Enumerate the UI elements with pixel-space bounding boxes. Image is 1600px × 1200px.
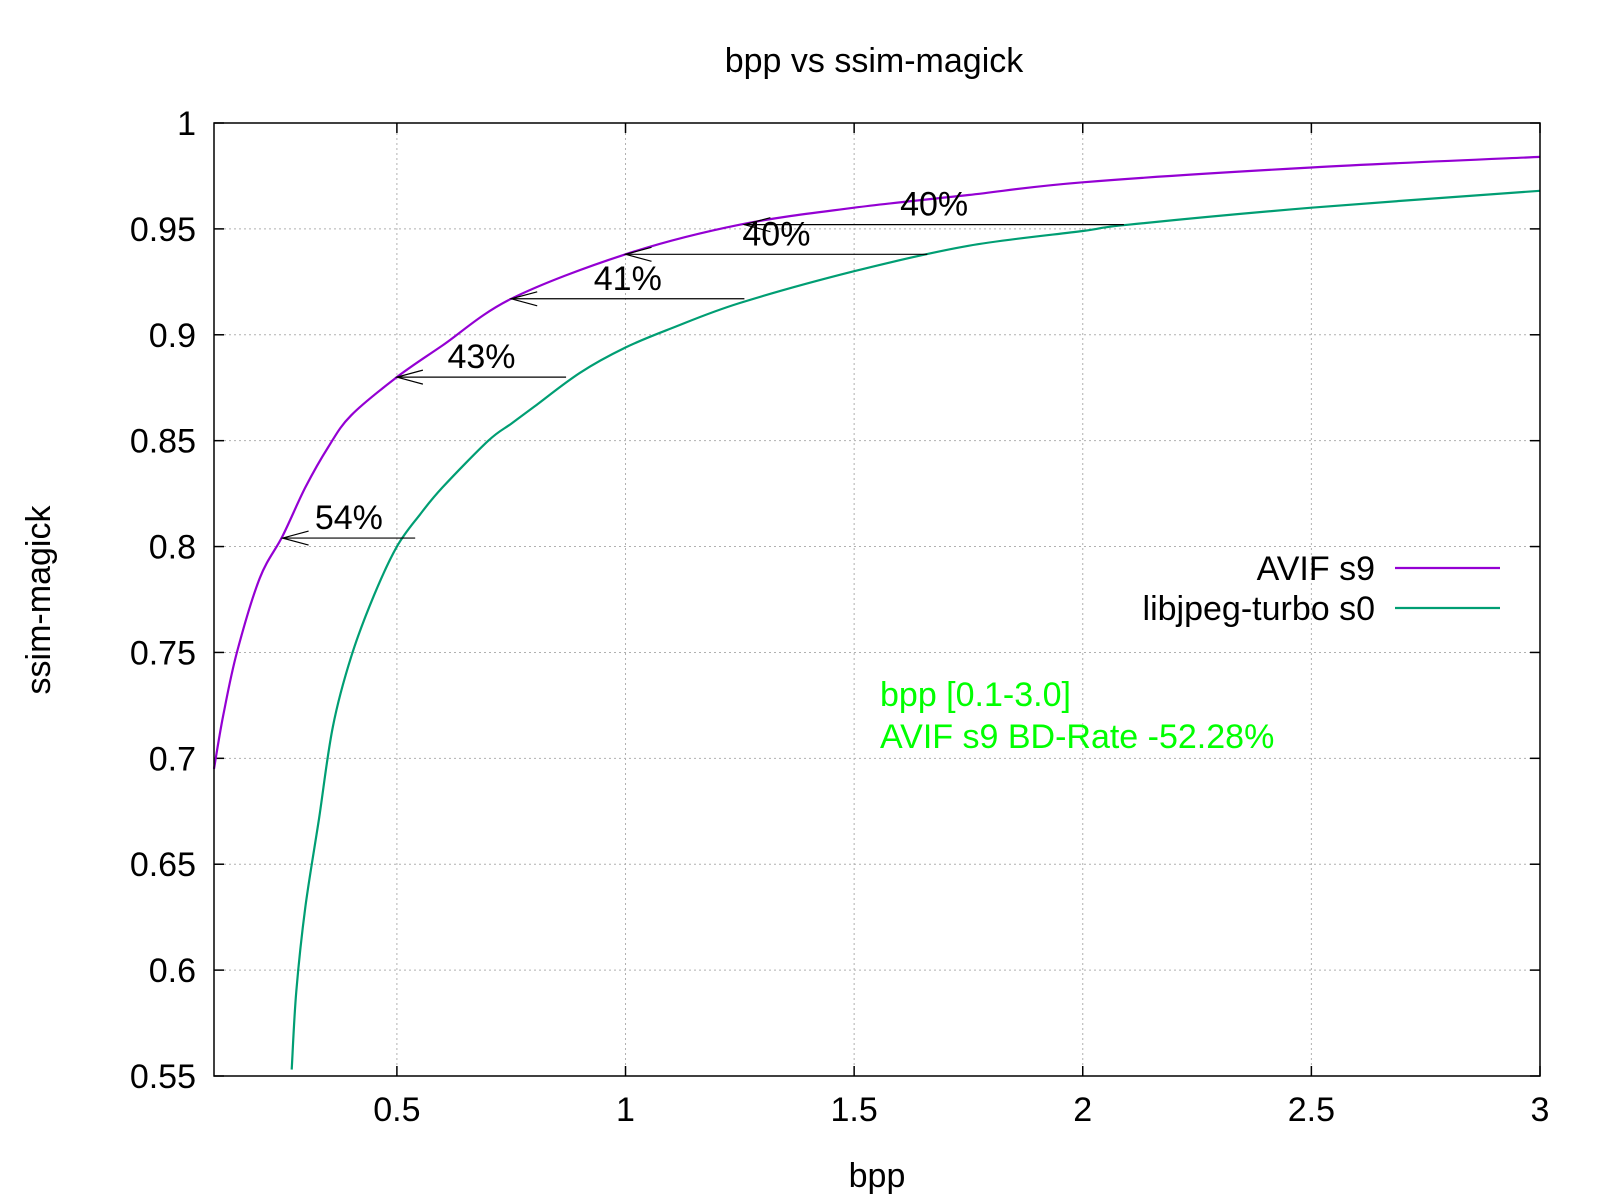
grid [214,123,1540,1076]
x-tick-label: 2.5 [1288,1091,1335,1129]
x-ticks: 0.5 1 1.5 2 2.5 3 [373,123,1549,1129]
annotation-arrowhead [280,530,309,546]
y-tick-label: 0.55 [130,1058,196,1096]
annotation-label: 40% [900,186,968,224]
series-line-avif-s9 [212,155,1541,770]
y-tick-label: 0.7 [149,740,196,778]
x-tick-label: 1 [616,1091,635,1129]
plot-frame [213,122,1541,1077]
annotation-label: 54% [315,499,383,537]
y-tick-label: 0.85 [130,423,196,461]
y-tick-label: 0.75 [130,634,196,672]
annotation-arrowhead [508,291,538,307]
y-tick-label: 0.8 [149,529,196,567]
y-tick-label: 0.95 [130,211,196,249]
y-axis-label: ssim-magick [20,505,58,695]
annotation-label: 41% [594,260,662,298]
annotation-arrowhead [394,369,424,385]
note-text: bpp [0.1-3.0] [880,676,1071,714]
y-ticks: 0.55 0.6 0.65 0.7 0.75 0.8 0.85 0.9 0.95 1 [130,105,1540,1096]
x-tick-label: 0.5 [373,1091,420,1129]
annotation-label: 40% [742,215,810,253]
x-tick-label: 3 [1531,1091,1550,1129]
y-tick-label: 0.65 [130,846,196,884]
legend-label: libjpeg-turbo s0 [1143,590,1375,628]
y-tick-label: 0.6 [149,952,196,990]
x-axis-label: bpp [849,1157,906,1195]
x-tick-label: 2 [1073,1091,1092,1129]
legend-label: AVIF s9 [1257,550,1375,588]
x-tick-label: 1.5 [831,1091,878,1129]
annotation-label: 43% [447,338,515,376]
note-text: AVIF s9 BD-Rate -52.28% [880,718,1274,756]
annotations: 54% 43% 41% 40% 40% [280,186,1124,546]
y-tick-label: 1 [177,105,196,143]
series-line-libjpeg-turbo-s0 [290,189,1541,1070]
annotation-arrowhead [742,217,771,233]
chart-title: bpp vs ssim-magick [725,42,1025,80]
y-tick-label: 0.9 [149,317,196,355]
annotation-arrowhead [623,246,652,262]
notes: bpp [0.1-3.0] AVIF s9 BD-Rate -52.28% [880,676,1274,756]
